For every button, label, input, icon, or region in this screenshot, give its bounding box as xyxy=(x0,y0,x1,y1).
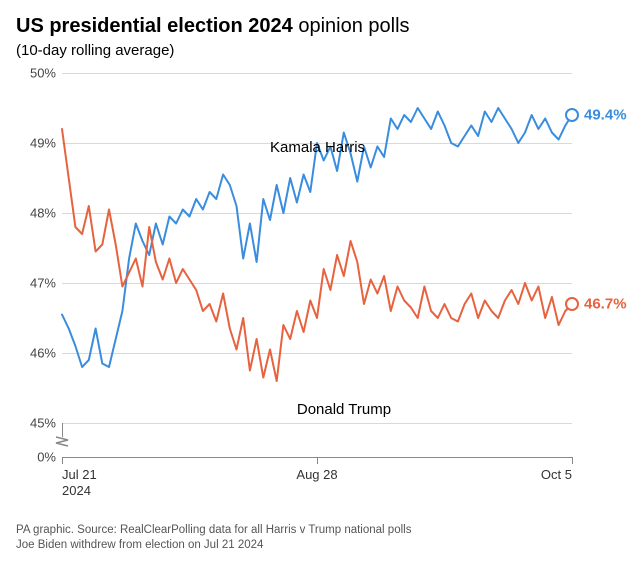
title-strong: US presidential election 2024 xyxy=(16,15,293,37)
line-chart: 45%46%47%48%49%50%0%Jul 212024Aug 28Oct … xyxy=(16,67,624,487)
series-svg xyxy=(16,67,624,487)
series-label-harris: Kamala Harris xyxy=(270,139,365,156)
footer-line-1: PA graphic. Source: RealClearPolling dat… xyxy=(16,523,411,539)
series-end-marker-harris xyxy=(565,108,579,122)
chart-footer: PA graphic. Source: RealClearPolling dat… xyxy=(16,523,411,554)
title-light: opinion polls xyxy=(298,15,409,37)
chart-subtitle: (10-day rolling average) xyxy=(16,42,626,59)
chart-title: US presidential election 2024 opinion po… xyxy=(16,14,626,38)
footer-line-2: Joe Biden withdrew from election on Jul … xyxy=(16,538,411,554)
series-end-value-harris: 49.4% xyxy=(584,107,627,124)
series-label-trump: Donald Trump xyxy=(297,401,391,418)
series-line-trump xyxy=(62,129,572,381)
series-end-value-trump: 46.7% xyxy=(584,296,627,313)
series-end-marker-trump xyxy=(565,297,579,311)
